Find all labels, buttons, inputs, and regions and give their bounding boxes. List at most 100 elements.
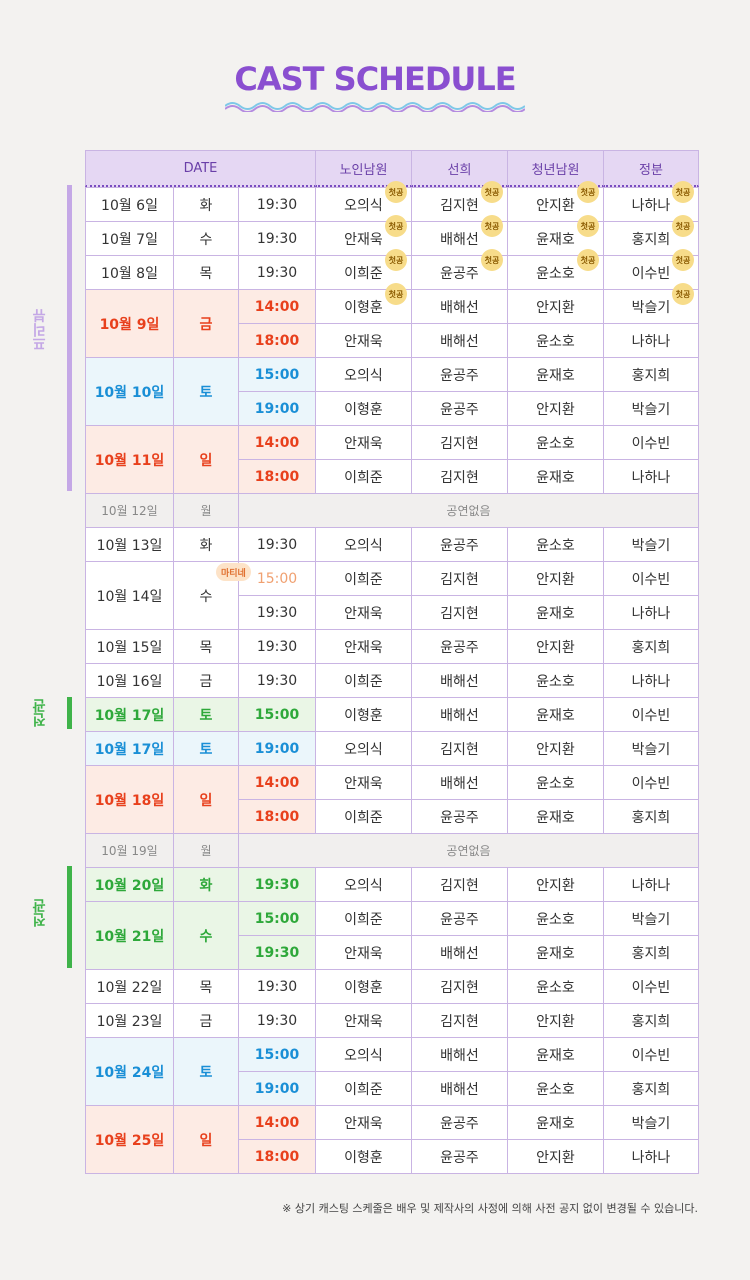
first-show-badge: 첫공 xyxy=(577,249,599,271)
day-cell: 금 xyxy=(173,289,239,358)
date-cell: 10월 19일 xyxy=(85,833,174,868)
cast-cell: 안재욱 xyxy=(315,935,412,970)
date-cell: 10월 22일 xyxy=(85,969,174,1004)
cast-cell: 배해선 xyxy=(411,1071,508,1106)
cast-cell: 나하나 xyxy=(603,595,699,630)
first-show-badge: 첫공 xyxy=(577,215,599,237)
cast-cell: 안재욱 xyxy=(315,1003,412,1038)
cast-cell: 윤소호 xyxy=(507,323,604,358)
cast-cell: 안재욱 xyxy=(315,323,412,358)
cast-cell: 이희준 xyxy=(315,1071,412,1106)
cast-cell: 배해선 xyxy=(411,289,508,324)
time-cell: 19:30 xyxy=(238,221,316,256)
header-cell: 노인남원 xyxy=(315,150,412,187)
cast-cell: 배해선 xyxy=(411,935,508,970)
cast-cell: 안재욱 xyxy=(315,425,412,460)
cast-cell: 이형훈 xyxy=(315,1139,412,1174)
time-cell: 19:30 xyxy=(238,969,316,1004)
day-cell: 토 xyxy=(173,1037,239,1106)
time-cell: 19:30 xyxy=(238,255,316,290)
cast-cell: 이희준 xyxy=(315,561,412,596)
cast-cell: 홍지희 xyxy=(603,935,699,970)
date-cell: 10월 9일 xyxy=(85,289,174,358)
no-show: 공연없음 xyxy=(238,493,699,528)
cast-cell: 김지현 xyxy=(411,595,508,630)
cast-cell: 윤재호 xyxy=(507,1105,604,1140)
cast-cell: 김지현 xyxy=(411,867,508,902)
cast-cell: 윤공주 xyxy=(411,357,508,392)
date-cell: 10월 8일 xyxy=(85,255,174,290)
cast-cell: 안지환 xyxy=(507,731,604,766)
first-show-badge: 첫공 xyxy=(481,215,503,237)
first-show-badge: 첫공 xyxy=(672,283,694,305)
time-cell: 19:00 xyxy=(238,391,316,426)
cast-cell: 안지환 xyxy=(507,391,604,426)
section-label: 전관 xyxy=(32,699,48,727)
cast-cell: 김지현 xyxy=(411,1003,508,1038)
time-cell: 14:00 xyxy=(238,1105,316,1140)
cast-cell: 배해선 xyxy=(411,765,508,800)
cast-cell: 이수빈 xyxy=(603,1037,699,1072)
date-cell: 10월 7일 xyxy=(85,221,174,256)
time-cell: 19:30 xyxy=(238,867,316,902)
day-cell: 수 xyxy=(173,221,239,256)
cast-cell: 배해선 xyxy=(411,323,508,358)
date-cell: 10월 6일 xyxy=(85,187,174,222)
first-show-badge: 첫공 xyxy=(385,181,407,203)
cast-cell: 윤공주 xyxy=(411,629,508,664)
footnote: ※ 상기 캐스팅 스케줄은 배우 및 제작사의 사정에 의해 사전 공지 없이 … xyxy=(282,1202,698,1215)
day-cell: 목 xyxy=(173,255,239,290)
cast-cell: 안지환 xyxy=(507,867,604,902)
section-label: 프리뷰 xyxy=(32,309,48,351)
cast-cell: 이수빈 xyxy=(603,697,699,732)
cast-cell: 이형훈 xyxy=(315,391,412,426)
header-cell: DATE xyxy=(85,150,316,187)
first-show-badge: 첫공 xyxy=(672,215,694,237)
cast-cell: 나하나 xyxy=(603,663,699,698)
day-cell: 목 xyxy=(173,969,239,1004)
cast-cell: 오의식 xyxy=(315,731,412,766)
date-cell: 10월 18일 xyxy=(85,765,174,834)
day-cell: 월 xyxy=(173,493,239,528)
cast-cell: 홍지희 xyxy=(603,1071,699,1106)
cast-cell: 윤재호 xyxy=(507,935,604,970)
time-cell: 14:00 xyxy=(238,289,316,324)
cast-cell: 김지현 xyxy=(411,425,508,460)
cast-cell: 배해선 xyxy=(411,1037,508,1072)
cast-cell: 오의식 xyxy=(315,527,412,562)
time-cell: 19:30 xyxy=(238,935,316,970)
day-cell: 화 xyxy=(173,527,239,562)
date-cell: 10월 16일 xyxy=(85,663,174,698)
time-cell: 15:00 xyxy=(238,561,316,596)
date-cell: 10월 11일 xyxy=(85,425,174,494)
date-cell: 10월 10일 xyxy=(85,357,174,426)
cast-cell: 배해선 xyxy=(411,663,508,698)
cast-cell: 박슬기 xyxy=(603,1105,699,1140)
cast-cell: 이희준 xyxy=(315,459,412,494)
cast-cell: 오의식 xyxy=(315,867,412,902)
time-cell: 18:00 xyxy=(238,459,316,494)
time-cell: 19:30 xyxy=(238,629,316,664)
cast-cell: 윤재호 xyxy=(507,697,604,732)
day-cell: 목 xyxy=(173,629,239,664)
cast-cell: 김지현 xyxy=(411,459,508,494)
title: CAST SCHEDULE xyxy=(234,60,516,98)
section-bar xyxy=(67,866,72,968)
cast-cell: 박슬기 xyxy=(603,527,699,562)
cast-cell: 윤재호 xyxy=(507,595,604,630)
cast-cell: 안재욱 xyxy=(315,629,412,664)
date-cell: 10월 21일 xyxy=(85,901,174,970)
section-bar xyxy=(67,185,72,491)
cast-cell: 안재욱 xyxy=(315,595,412,630)
time-cell: 15:00 xyxy=(238,1037,316,1072)
section-bar xyxy=(67,697,72,729)
cast-cell: 윤소호 xyxy=(507,901,604,936)
date-cell: 10월 20일 xyxy=(85,867,174,902)
cast-cell: 안지환 xyxy=(507,1003,604,1038)
cast-cell: 나하나 xyxy=(603,459,699,494)
cast-cell: 이수빈 xyxy=(603,969,699,1004)
cast-cell: 홍지희 xyxy=(603,1003,699,1038)
cast-cell: 나하나 xyxy=(603,867,699,902)
time-cell: 15:00 xyxy=(238,357,316,392)
